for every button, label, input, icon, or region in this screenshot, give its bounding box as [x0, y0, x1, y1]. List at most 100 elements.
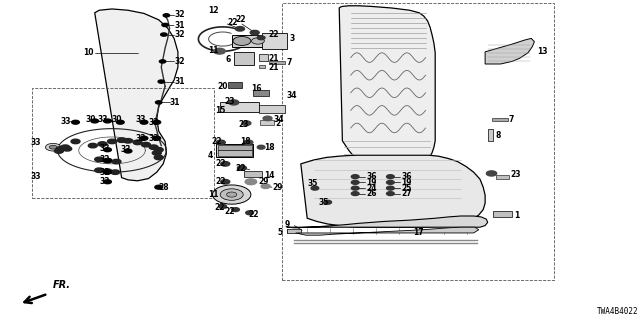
Bar — [253, 90, 269, 96]
Circle shape — [159, 60, 166, 63]
Bar — [216, 144, 253, 157]
Circle shape — [116, 120, 124, 124]
Circle shape — [228, 100, 239, 105]
Text: 22: 22 — [248, 210, 259, 219]
Circle shape — [486, 171, 497, 176]
Text: 34: 34 — [286, 92, 296, 100]
Text: 16: 16 — [251, 84, 261, 93]
Text: 21: 21 — [269, 54, 279, 63]
Text: 29: 29 — [272, 183, 282, 192]
Circle shape — [261, 184, 270, 188]
Bar — [228, 82, 242, 88]
Text: 32: 32 — [99, 168, 109, 177]
Text: 35: 35 — [319, 198, 329, 207]
Text: 33: 33 — [98, 116, 108, 124]
Circle shape — [387, 175, 394, 179]
Circle shape — [245, 179, 257, 185]
Text: 28: 28 — [159, 183, 170, 192]
Circle shape — [216, 140, 225, 145]
Circle shape — [324, 200, 332, 204]
Circle shape — [351, 180, 359, 184]
Circle shape — [56, 147, 65, 151]
Circle shape — [221, 162, 230, 166]
Circle shape — [161, 33, 167, 36]
Text: 23: 23 — [224, 97, 234, 106]
Bar — [260, 120, 274, 125]
Text: 21: 21 — [269, 63, 279, 72]
Text: 36: 36 — [401, 172, 412, 181]
Bar — [218, 150, 252, 156]
Circle shape — [117, 138, 126, 142]
Text: FR.: FR. — [53, 280, 71, 290]
Text: 11: 11 — [209, 46, 219, 55]
Text: 5: 5 — [277, 228, 282, 237]
Text: 31: 31 — [174, 77, 184, 86]
Text: 14: 14 — [264, 172, 274, 180]
Circle shape — [133, 140, 142, 145]
Text: 9: 9 — [285, 220, 290, 229]
Circle shape — [49, 145, 57, 149]
Text: 23: 23 — [510, 170, 520, 179]
Text: 35: 35 — [307, 180, 317, 188]
Circle shape — [45, 143, 61, 151]
Circle shape — [104, 148, 111, 152]
Circle shape — [311, 186, 319, 190]
Circle shape — [153, 136, 161, 140]
Text: 23: 23 — [238, 120, 248, 129]
Bar — [493, 211, 512, 217]
Circle shape — [219, 204, 227, 208]
Text: 32: 32 — [148, 134, 159, 143]
Text: 27: 27 — [401, 189, 412, 198]
Circle shape — [124, 149, 132, 153]
Text: 10: 10 — [83, 48, 93, 57]
Text: 13: 13 — [538, 47, 548, 56]
Bar — [244, 171, 262, 177]
Circle shape — [103, 158, 112, 163]
Text: 22: 22 — [269, 30, 279, 39]
Circle shape — [227, 192, 237, 197]
Circle shape — [103, 169, 112, 173]
Circle shape — [242, 121, 251, 125]
Bar — [269, 61, 285, 64]
Text: 2: 2 — [275, 119, 280, 128]
Circle shape — [104, 180, 111, 184]
Circle shape — [387, 180, 394, 184]
Polygon shape — [339, 6, 435, 164]
Text: 32: 32 — [174, 30, 184, 39]
Text: 6: 6 — [225, 55, 230, 64]
Bar — [282, 3, 554, 280]
Circle shape — [140, 136, 148, 140]
Circle shape — [252, 38, 264, 44]
Bar — [262, 33, 287, 49]
Circle shape — [263, 116, 272, 121]
Circle shape — [111, 170, 120, 174]
Text: 32: 32 — [136, 134, 146, 143]
Circle shape — [152, 151, 161, 155]
Text: 33: 33 — [136, 116, 146, 124]
Text: 31: 31 — [174, 21, 184, 30]
Text: TWA4B4022: TWA4B4022 — [597, 307, 639, 316]
Bar — [218, 145, 252, 150]
Text: 22: 22 — [236, 164, 246, 173]
Text: 33: 33 — [61, 117, 71, 126]
Bar — [259, 105, 285, 113]
Circle shape — [149, 145, 158, 149]
Polygon shape — [485, 38, 534, 64]
Polygon shape — [95, 9, 178, 181]
Bar — [496, 175, 509, 179]
Circle shape — [237, 166, 246, 170]
Text: 22: 22 — [228, 18, 238, 27]
Text: 1: 1 — [514, 211, 519, 220]
Circle shape — [104, 159, 111, 163]
Text: 12: 12 — [209, 6, 219, 15]
Text: 18: 18 — [240, 137, 251, 146]
Text: 34: 34 — [274, 115, 284, 124]
Circle shape — [162, 23, 168, 27]
Text: 22: 22 — [211, 137, 221, 146]
Circle shape — [236, 27, 244, 31]
Circle shape — [155, 185, 163, 189]
Text: 22: 22 — [236, 15, 246, 24]
Bar — [259, 54, 268, 61]
Circle shape — [232, 208, 239, 212]
Text: 26: 26 — [366, 189, 376, 198]
